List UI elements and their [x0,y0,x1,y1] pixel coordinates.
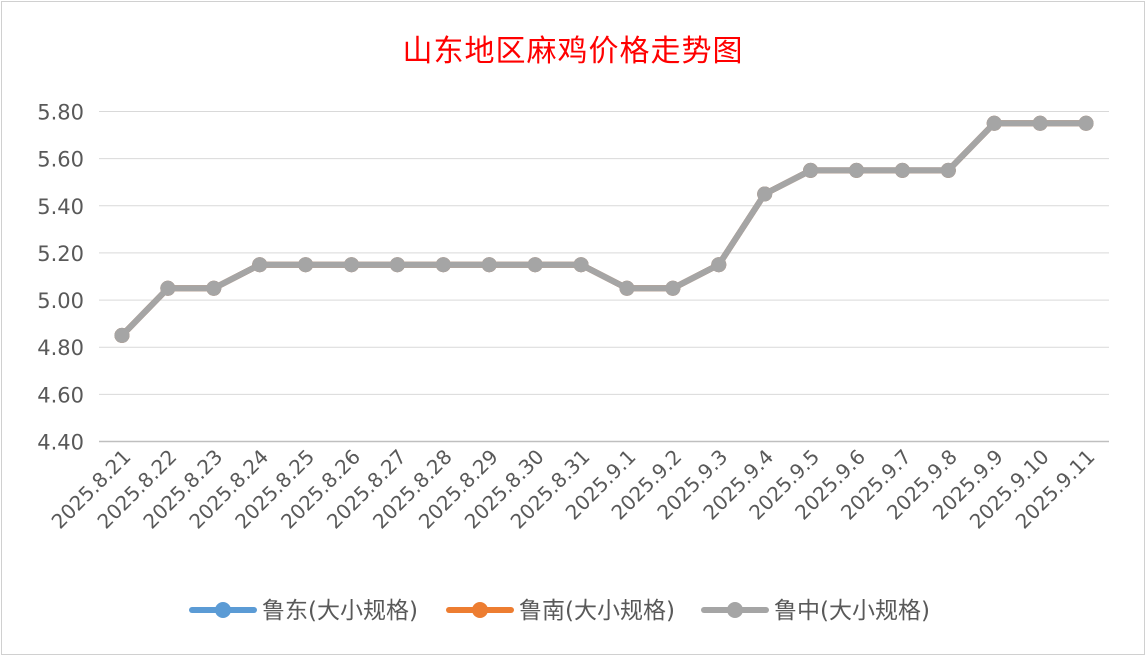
y-tick-label: 5.60 [37,148,84,172]
y-tick-label: 5.20 [37,242,84,266]
data-point [940,162,956,178]
data-point [849,162,864,178]
data-point [435,257,451,273]
data-point [160,280,176,296]
legend-marker [215,602,231,618]
y-tick-label: 4.80 [37,336,84,360]
data-point [527,257,543,273]
data-point [481,257,497,273]
data-point [757,186,773,202]
data-point [389,257,405,273]
legend-marker [472,602,488,618]
y-tick-label: 4.60 [37,383,84,407]
legend-label: 鲁南(大小规格) [519,598,675,624]
series-line [119,120,1089,339]
y-tick-label: 5.40 [37,195,84,219]
data-point [298,257,314,273]
y-tick-label: 5.00 [37,289,84,313]
data-point [619,280,635,296]
legend-label: 鲁中(大小规格) [774,598,930,624]
data-point [711,257,727,273]
data-point [1032,115,1048,131]
series-line [119,120,1089,339]
data-point [344,257,359,273]
y-tick-label: 4.40 [37,431,84,455]
data-point [803,162,819,178]
chart-title: 山东地区麻鸡价格走势图 [402,34,744,69]
data-point [573,257,589,273]
data-point [894,162,910,178]
data-point [114,327,130,343]
y-tick-label: 5.80 [37,101,84,125]
data-point [1078,115,1094,131]
series-line [119,120,1089,339]
data-point [665,280,681,296]
data-point [986,115,1002,131]
legend-marker [727,602,743,618]
data-point [252,257,268,273]
data-point [206,280,222,296]
legend-label: 鲁东(大小规格) [262,598,418,624]
